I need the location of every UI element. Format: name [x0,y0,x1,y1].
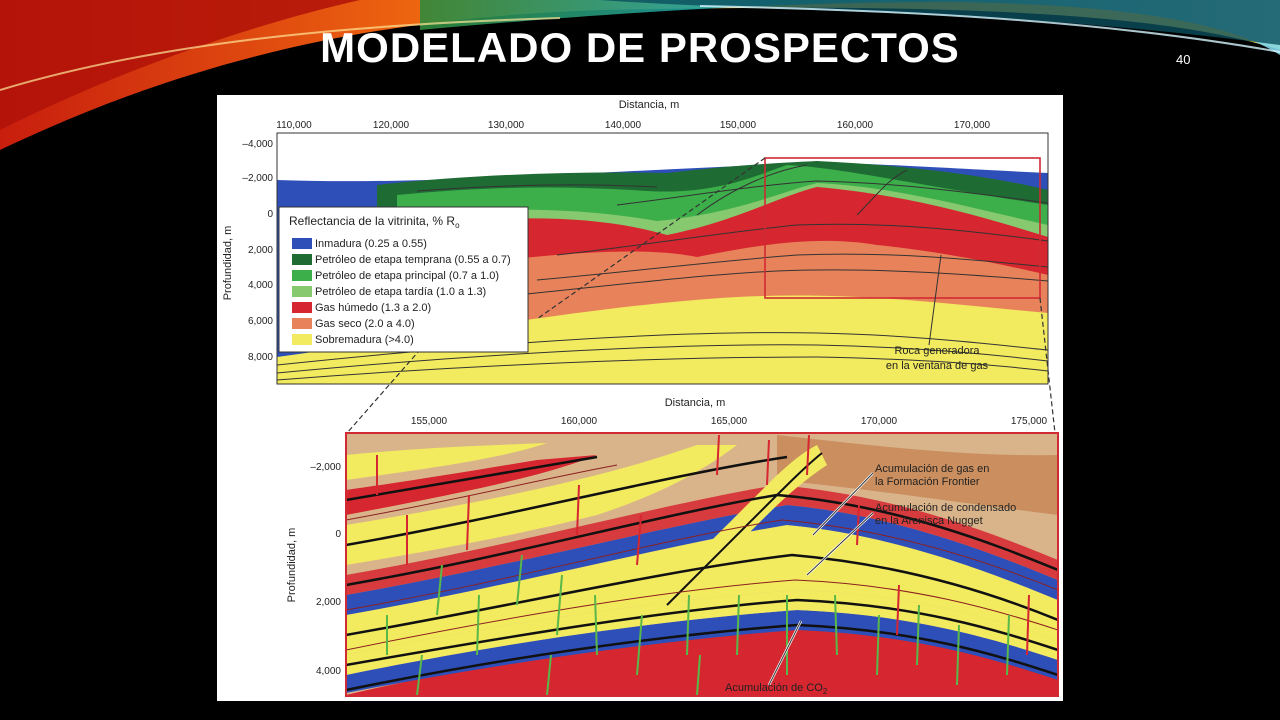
figure-panel: Distancia, m 110,000 120,000 130,000 140… [217,95,1063,701]
annotation-condensate-nugget: en la Arenisca Nugget [875,515,983,527]
bottom-x-tick: 175,000 [1011,416,1048,427]
bottom-x-ticks: 155,000 160,000 165,000 170,000 175,000 [411,416,1048,427]
annotation-gas-frontier: la Formación Frontier [875,476,980,488]
top-x-tick: 160,000 [837,120,874,131]
top-y-tick: 2,000 [248,245,273,256]
annotation-source-rock: en la ventana de gas [886,360,989,372]
bottom-y-tick: 4,000 [316,666,341,677]
top-y-tick: –2,000 [242,173,273,184]
bottom-x-tick: 155,000 [411,416,448,427]
top-y-tick: 8,000 [248,352,273,363]
bottom-x-tick: 165,000 [711,416,748,427]
legend-item-label: Petróleo de etapa temprana (0.55 a 0.7) [315,254,511,266]
bottom-y-tick: 2,000 [316,597,341,608]
top-x-tick: 150,000 [720,120,757,131]
top-y-tick: 4,000 [248,280,273,291]
top-y-tick: –4,000 [242,139,273,150]
bottom-y-ticks: –2,000 0 2,000 4,000 [310,462,341,677]
top-y-ticks: –4,000 –2,000 0 2,000 4,000 6,000 8,000 [242,139,273,363]
legend-item-label: Petróleo de etapa principal (0.7 a 1.0) [315,270,499,282]
legend-item-label: Gas húmedo (1.3 a 2.0) [315,302,431,314]
top-x-tick: 110,000 [276,120,312,131]
top-y-tick: 6,000 [248,316,273,327]
legend-item-label: Inmadura (0.25 a 0.55) [315,238,427,250]
top-y-axis-label: Profundidad, m [222,226,234,301]
header-swoosh [0,0,1280,150]
top-x-tick: 170,000 [954,120,991,131]
top-x-tick: 130,000 [488,120,525,131]
bottom-y-tick: –2,000 [310,462,341,473]
legend-title: Reflectancia de la vitrinita, % Ro [289,214,460,230]
top-x-tick: 140,000 [605,120,642,131]
legend: Reflectancia de la vitrinita, % Ro Inmad… [278,206,529,353]
annotation-gas-frontier: Acumulación de gas en [875,463,989,475]
bottom-x-tick: 160,000 [561,416,598,427]
zoom-box [764,157,1041,299]
legend-item-label: Gas seco (2.0 a 4.0) [315,318,415,330]
bottom-y-tick: 0 [335,529,341,540]
top-x-axis-label: Distancia, m [619,99,680,111]
top-cross-section [277,133,1048,384]
bottom-plot-frame [345,432,1059,697]
slide-number: 40 [1176,52,1191,67]
slide-title: MODELADO DE PROSPECTOS [320,24,960,71]
cross-section-figure: Distancia, m 110,000 120,000 130,000 140… [222,99,1059,697]
top-x-ticks: 110,000 120,000 130,000 140,000 150,000 … [276,120,990,131]
legend-item-label: Sobremadura (>4.0) [315,334,414,346]
bottom-cross-section [346,433,1058,696]
top-x-tick: 120,000 [373,120,410,131]
bottom-x-tick: 170,000 [861,416,898,427]
top-plot-frame [276,132,1049,385]
legend-item-label: Petróleo de etapa tardía (1.0 a 1.3) [315,286,486,298]
annotation-condensate-nugget: Acumulación de condensado [875,502,1016,514]
annotation-source-rock: Roca generadora [894,345,980,357]
annotation-co2: Acumulación de CO2 [725,682,828,696]
top-y-tick: 0 [267,209,273,220]
bottom-x-axis-label: Distancia, m [665,397,726,409]
bottom-y-axis-label: Profundidad, m [286,528,298,603]
